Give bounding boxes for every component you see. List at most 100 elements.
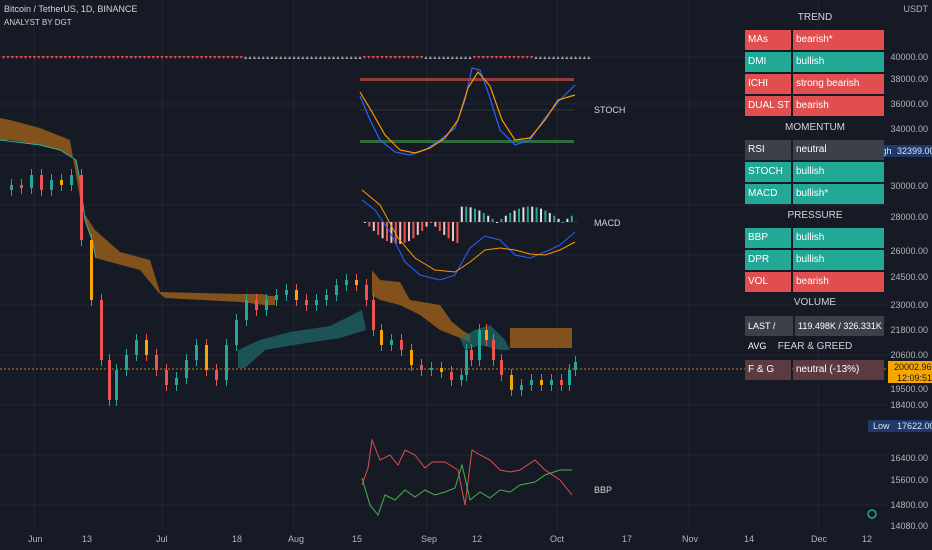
signal-markers [2,56,591,59]
signal-marker [516,56,520,59]
pressure-row-vol: VOL bearish [745,272,884,292]
candle-body [492,340,495,360]
signal-marker [24,56,28,59]
bbp-label: BBP [594,485,613,495]
candle-body [460,375,463,380]
macd-histogram-bar [465,206,468,222]
signal-marker [204,56,208,59]
signal-marker [15,56,19,59]
candle-body [390,340,393,345]
signal-marker [217,56,221,59]
time-tick: Nov [682,534,699,544]
momentum-title: MOMENTUM [785,122,845,133]
macd-histogram-bar [452,222,454,242]
price-tick: 28000.00 [890,212,928,222]
macd-histogram-bar [491,218,494,222]
time-tick: Dec [811,534,828,544]
signal-marker [477,56,481,59]
signal-marker [125,56,129,59]
resistance-cloud-3 [510,328,572,348]
price-tick: 34000.00 [890,124,928,134]
signal-marker [442,56,446,59]
signal-marker [85,56,89,59]
signal-marker [19,56,23,59]
signal-marker [59,56,63,59]
fear-greed-title: FEAR & GREED [777,341,853,352]
signal-marker [191,56,195,59]
candle-body [420,365,423,370]
candle-body [205,345,208,370]
signal-marker [543,56,547,59]
price-tick: 20600.00 [890,350,928,360]
price-tick: 23000.00 [890,300,928,310]
macd-histogram-bar [386,222,388,242]
timezone-icon[interactable] [867,509,877,519]
candle-body [50,180,53,190]
signal-marker [433,56,437,59]
signal-marker [208,56,212,59]
signal-marker [569,56,573,59]
macd-histogram-bar [504,215,507,222]
candle-body [135,340,138,355]
candle-body [410,350,413,365]
candle-body [295,290,298,300]
macd-histogram-bar [522,207,525,222]
candlesticks [10,169,577,406]
candle-body [568,370,571,385]
signal-marker [424,56,428,59]
signal-marker [512,56,516,59]
signal-marker [129,56,133,59]
indicator-name[interactable]: ANALYST BY DGT [4,18,72,27]
candle-body [355,280,358,285]
signal-marker [578,56,582,59]
candle-body [574,362,577,370]
time-tick: Sep [421,534,438,544]
resistance-cloud [0,118,275,305]
signal-marker [230,56,234,59]
candle-body [108,360,111,400]
signal-marker [398,56,402,59]
trend-row-ichi: ICHI strong bearish [745,74,884,94]
candle-body [335,285,338,295]
time-tick: 12 [472,534,483,544]
time-tick: 15 [352,534,363,544]
candle-body [245,300,248,320]
resistance-cloud-2 [372,270,470,342]
signal-marker [393,56,397,59]
signal-marker [226,56,230,59]
candle-body [115,370,118,400]
price-tick: 15600.00 [890,475,928,485]
signal-marker [560,56,564,59]
signal-marker [371,56,375,59]
currency-label[interactable]: USDT [903,4,929,14]
macd-histogram-bar [377,222,380,235]
macd-histogram-bar [416,222,419,235]
candle-body [10,185,13,190]
candle-body [500,360,503,375]
time-tick: 12 [862,534,873,544]
signal-marker [318,56,322,59]
trend-row-mas: MAs bearish* [745,30,884,50]
signal-marker [279,56,283,59]
signal-marker [50,56,54,59]
signal-marker [68,56,72,59]
candle-body [90,240,93,300]
candle-body [255,300,258,310]
signal-marker [195,56,199,59]
signal-marker [138,56,142,59]
candle-body [540,380,543,385]
signal-marker [547,56,551,59]
price-tick: 21800.00 [890,325,928,335]
price-tick: 30000.00 [890,181,928,191]
macd-histogram-bar [570,215,573,222]
macd-histogram-bar [469,207,472,222]
signal-marker [72,56,76,59]
signal-marker [402,56,406,59]
signal-marker [301,56,305,59]
macd-histogram-bar [500,218,503,222]
signal-marker [178,56,182,59]
signal-marker [472,56,476,59]
signal-marker [28,56,32,59]
candle-body [470,350,473,360]
